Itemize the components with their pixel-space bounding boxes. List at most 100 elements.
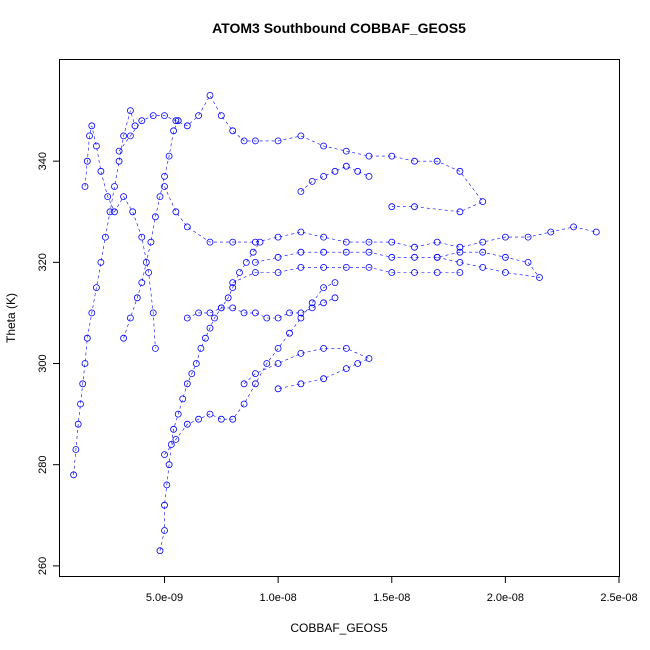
data-point bbox=[156, 193, 164, 201]
data-point bbox=[501, 253, 509, 261]
data-point bbox=[195, 112, 203, 119]
data-point bbox=[411, 269, 418, 276]
data-point bbox=[206, 410, 214, 418]
data-point bbox=[151, 344, 159, 352]
data-point bbox=[174, 117, 182, 125]
data-point bbox=[161, 527, 168, 534]
data-point bbox=[74, 420, 82, 428]
data-point bbox=[161, 112, 168, 119]
series-trace bbox=[84, 125, 156, 349]
data-point bbox=[388, 203, 396, 211]
data-point bbox=[411, 243, 418, 251]
data-point bbox=[342, 248, 350, 256]
data-point bbox=[308, 304, 316, 312]
data-point bbox=[263, 360, 271, 367]
x-tick-label: 2.0e-08 bbox=[487, 592, 524, 604]
data-point bbox=[411, 157, 418, 165]
data-point bbox=[320, 344, 328, 352]
data-point bbox=[354, 360, 362, 367]
data-point bbox=[165, 461, 173, 469]
plot-area bbox=[70, 92, 600, 555]
data-point bbox=[183, 420, 191, 428]
data-point bbox=[126, 314, 134, 322]
data-point bbox=[286, 329, 293, 337]
data-point bbox=[297, 248, 305, 256]
data-point bbox=[156, 547, 164, 555]
data-point bbox=[274, 137, 282, 145]
data-point bbox=[388, 253, 396, 261]
data-point bbox=[211, 314, 218, 322]
series-trace bbox=[255, 251, 541, 278]
data-point bbox=[297, 314, 305, 322]
data-point bbox=[167, 441, 175, 448]
data-point bbox=[331, 167, 339, 175]
data-point bbox=[229, 304, 237, 312]
data-point bbox=[229, 238, 237, 246]
data-point bbox=[342, 344, 350, 352]
data-point bbox=[365, 355, 373, 362]
data-point bbox=[183, 223, 191, 231]
y-tick-label: 320 bbox=[37, 253, 49, 271]
data-point bbox=[274, 233, 282, 241]
data-point bbox=[240, 380, 248, 388]
data-point bbox=[102, 233, 109, 241]
data-point bbox=[126, 132, 134, 140]
data-point bbox=[308, 299, 316, 307]
data-point bbox=[149, 112, 157, 119]
data-point bbox=[201, 334, 209, 342]
data-point bbox=[172, 208, 180, 216]
data-point bbox=[365, 248, 373, 256]
data-point bbox=[479, 248, 487, 256]
data-point bbox=[195, 309, 203, 317]
data-point bbox=[120, 334, 127, 342]
data-point bbox=[342, 263, 350, 271]
data-point bbox=[320, 233, 328, 241]
y-tick-label: 280 bbox=[37, 456, 49, 474]
data-point bbox=[172, 435, 180, 443]
data-point bbox=[83, 334, 91, 342]
data-point bbox=[274, 253, 282, 261]
y-axis: 260 280 300 320 340 bbox=[37, 152, 60, 575]
data-point bbox=[433, 238, 441, 246]
series-trace bbox=[187, 297, 336, 319]
data-point bbox=[165, 152, 173, 160]
data-point bbox=[297, 228, 305, 236]
plot-frame bbox=[59, 59, 620, 577]
data-point bbox=[217, 112, 225, 119]
data-point bbox=[547, 228, 555, 236]
data-point bbox=[138, 233, 146, 241]
x-tick-label: 1.0e-08 bbox=[259, 592, 296, 604]
data-point bbox=[479, 263, 487, 271]
data-point bbox=[161, 451, 168, 459]
data-point bbox=[320, 263, 328, 271]
data-point bbox=[229, 127, 237, 135]
data-point bbox=[433, 269, 441, 276]
data-point bbox=[365, 263, 373, 271]
data-point bbox=[274, 269, 282, 276]
data-point bbox=[79, 380, 87, 388]
data-point bbox=[120, 193, 127, 201]
data-point bbox=[217, 304, 225, 312]
data-point bbox=[70, 471, 77, 479]
data-point bbox=[456, 208, 464, 216]
data-point bbox=[195, 415, 203, 423]
data-point bbox=[106, 208, 114, 216]
data-point bbox=[97, 167, 105, 175]
data-point bbox=[161, 183, 168, 190]
data-point bbox=[433, 253, 441, 261]
y-axis-label: Theta (K) bbox=[4, 293, 18, 343]
data-point bbox=[72, 446, 80, 453]
data-point bbox=[251, 380, 259, 388]
data-point bbox=[88, 309, 96, 317]
x-tick-label: 5.0e-09 bbox=[146, 592, 183, 604]
data-point bbox=[456, 248, 464, 256]
data-point bbox=[365, 172, 373, 180]
data-point bbox=[81, 360, 89, 367]
data-point bbox=[188, 370, 196, 378]
data-point bbox=[251, 309, 259, 317]
data-point bbox=[433, 157, 441, 165]
data-point bbox=[147, 238, 155, 246]
data-point bbox=[111, 208, 118, 216]
data-point bbox=[163, 481, 171, 489]
